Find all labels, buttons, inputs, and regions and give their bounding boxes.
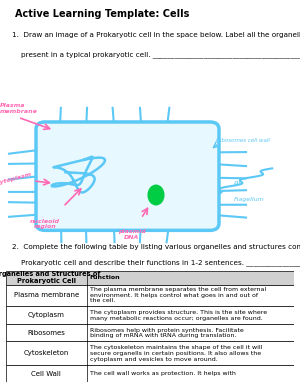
Text: Cytoskeleton: Cytoskeleton [24,350,69,356]
Text: Ribosomes: Ribosomes [27,330,65,336]
Text: 2.  Complete the following table by listing various organelles and structures co: 2. Complete the following table by listi… [12,244,300,250]
Bar [6,306,294,324]
Text: Cytoplasm: Cytoplasm [0,171,33,186]
Text: present in a typical prokaryotic cell. _________________________________________: present in a typical prokaryotic cell. _… [12,51,300,58]
Text: Plasma membrane: Plasma membrane [14,292,79,298]
Bar [6,365,294,382]
Text: Prokaryotic cell and describe their functions in 1-2 sentences. ________________: Prokaryotic cell and describe their func… [12,260,300,266]
Text: Organelles and Structures of
Prokaryotic Cell: Organelles and Structures of Prokaryotic… [0,271,100,284]
Text: Plasma
membrane: Plasma membrane [0,103,38,114]
Text: The plasma membrane separates the cell from external
environment. It helps contr: The plasma membrane separates the cell f… [89,287,266,303]
Text: Cell Wall: Cell Wall [32,371,61,377]
Text: 1.  Draw an image of a Prokaryotic cell in the space below. Label all the organe: 1. Draw an image of a Prokaryotic cell i… [12,32,300,38]
Text: Ribosomes help with protein synthesis. Facilitate
binding of mRNA with tRNA duri: Ribosomes help with protein synthesis. F… [89,328,243,338]
Text: Pili: Pili [234,181,243,186]
Text: Flagellum: Flagellum [234,197,265,202]
Text: The cytoplasm provides structure. This is the site where
many metabolic reaction: The cytoplasm provides structure. This i… [89,310,267,320]
Bar [6,342,294,365]
Text: The cytoskeleton maintains the shape of the cell it will
secure organells in cer: The cytoskeleton maintains the shape of … [89,345,262,361]
Text: Ribosomes cell wall: Ribosomes cell wall [216,138,270,143]
Bar [6,271,294,285]
FancyBboxPatch shape [36,122,219,230]
Bar [6,324,294,342]
Bar [6,285,294,306]
Text: nucleoid
region: nucleoid region [30,219,60,229]
Text: plasmid
DNA: plasmid DNA [118,229,146,240]
Text: Active Learning Template: Cells: Active Learning Template: Cells [15,8,189,19]
Text: Cytoplasm: Cytoplasm [28,312,65,318]
Ellipse shape [148,186,164,204]
Text: The cell wall works as protection. It helps with: The cell wall works as protection. It he… [89,371,236,376]
Text: Function: Function [89,275,120,280]
